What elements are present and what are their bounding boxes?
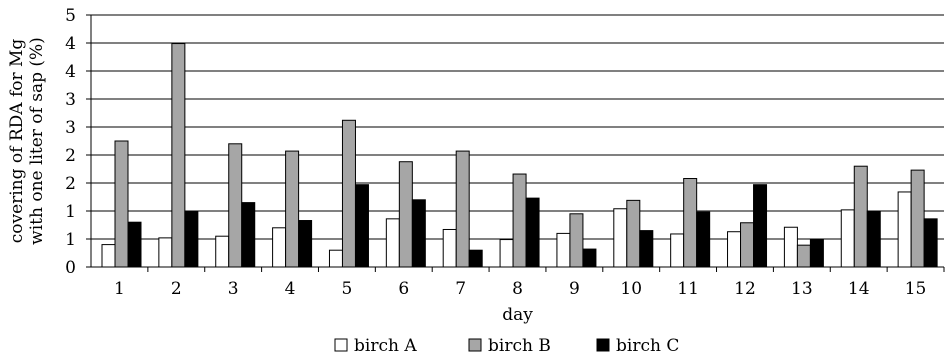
y-axis-title-line-2: with one liter of sap (%) — [27, 37, 47, 245]
bar-birch-C-day-4 — [298, 220, 313, 268]
bar-birch-B-day-4 — [285, 150, 300, 268]
x-tick-label: 5 — [341, 279, 352, 299]
x-tick-label: 8 — [512, 279, 523, 299]
bar-birch-C-day-6 — [411, 199, 426, 268]
bar-birch-A-day-8 — [499, 239, 514, 268]
bar-birch-B-day-1 — [114, 140, 129, 268]
legend-label-birch-A: birch A — [354, 336, 417, 356]
x-tick-label: 1 — [114, 279, 125, 299]
bar-birch-B-day-7 — [455, 150, 470, 268]
bar-birch-C-day-13 — [809, 238, 824, 268]
bar-birch-B-day-2 — [171, 43, 186, 268]
bar-birch-A-day-1 — [101, 244, 116, 268]
bar-birch-C-day-9 — [582, 248, 597, 268]
bar-birch-B-day-3 — [228, 143, 243, 268]
bar-birch-B-day-6 — [398, 161, 413, 268]
y-tick-label: 3 — [65, 118, 76, 138]
bar-birch-C-day-10 — [639, 230, 654, 268]
bar-birch-C-day-12 — [753, 184, 768, 268]
bar-birch-A-day-2 — [158, 237, 173, 268]
legend-swatch-birch-A — [334, 338, 348, 352]
y-tick-labels: 0 1 1 2 2 3 3 4 4 5 — [65, 6, 91, 278]
x-tick-label: 3 — [228, 279, 239, 299]
x-tick-label: 11 — [677, 279, 699, 299]
bar-birch-B-day-8 — [512, 173, 527, 268]
bar-birch-C-day-14 — [866, 210, 881, 268]
y-tick-label: 3 — [65, 90, 76, 110]
bar-birch-C-day-11 — [696, 211, 711, 268]
x-axis-title: day — [502, 305, 533, 325]
y-tick-label: 0 — [65, 258, 76, 278]
x-tick-label: 12 — [734, 279, 756, 299]
x-tick-label: 6 — [398, 279, 409, 299]
bar-birch-A-day-12 — [727, 231, 742, 268]
bar-birch-A-day-7 — [442, 228, 457, 268]
x-tick-label: 2 — [171, 279, 182, 299]
bar-birch-A-day-6 — [385, 218, 400, 268]
bar-birch-C-day-2 — [184, 210, 199, 268]
bar-birch-B-day-12 — [740, 222, 755, 268]
legend-swatch-birch-B — [468, 338, 482, 352]
y-tick-label: 1 — [65, 202, 76, 222]
y-tick-label: 1 — [65, 230, 76, 250]
x-tick-label: 9 — [569, 279, 580, 299]
y-axis-title-line-1: covering of RDA for Mg — [7, 39, 27, 244]
y-tick-label: 4 — [65, 34, 76, 54]
x-tick-label: 10 — [620, 279, 642, 299]
x-tick-label: 15 — [905, 279, 927, 299]
bar-birch-C-day-15 — [923, 218, 938, 268]
bar-birch-A-day-4 — [272, 227, 287, 268]
bar-birch-B-day-15 — [910, 169, 925, 268]
bar-birch-A-day-5 — [328, 249, 343, 268]
bar-birch-A-day-3 — [215, 235, 230, 268]
bar-birch-B-day-9 — [569, 213, 584, 268]
bar-birch-A-day-11 — [670, 233, 685, 268]
bar-birch-B-day-13 — [796, 244, 811, 268]
bar-birch-C-day-5 — [354, 184, 369, 268]
bar-birch-C-day-3 — [241, 202, 256, 268]
x-tick-label: 4 — [285, 279, 296, 299]
bar-birch-A-day-9 — [556, 232, 571, 268]
y-tick-label: 2 — [65, 146, 76, 166]
bar-birch-A-day-13 — [783, 226, 798, 268]
y-tick-label: 4 — [65, 62, 76, 82]
bar-birch-A-day-15 — [897, 191, 912, 268]
axes — [90, 15, 944, 268]
y-axis-title: covering of RDA for Mg with one liter of… — [7, 37, 47, 245]
bar-birch-A-day-10 — [613, 208, 628, 268]
bar-birch-B-day-10 — [626, 199, 641, 268]
x-tick-labels: 1 2 3 4 5 6 7 8 9 10 11 12 13 14 15 — [114, 267, 945, 299]
y-tick-label: 5 — [65, 6, 76, 26]
legend-label-birch-B: birch B — [488, 336, 551, 356]
bar-birch-C-day-8 — [525, 197, 540, 268]
bar-birch-C-day-1 — [127, 221, 142, 268]
x-tick-label: 14 — [848, 279, 870, 299]
legend-label-birch-C: birch C — [616, 336, 679, 356]
bar-birch-A-day-14 — [840, 209, 855, 268]
legend-swatch-birch-C — [596, 338, 610, 352]
legend: birch A birch B birch C — [334, 336, 679, 356]
bar-birch-B-day-5 — [341, 119, 356, 268]
x-tick-label: 13 — [791, 279, 813, 299]
x-tick-label: 7 — [455, 279, 466, 299]
y-tick-label: 2 — [65, 174, 76, 194]
bar-birch-B-day-11 — [683, 178, 698, 268]
bar-birch-C-day-7 — [468, 249, 483, 268]
bar-birch-B-day-14 — [853, 165, 868, 268]
